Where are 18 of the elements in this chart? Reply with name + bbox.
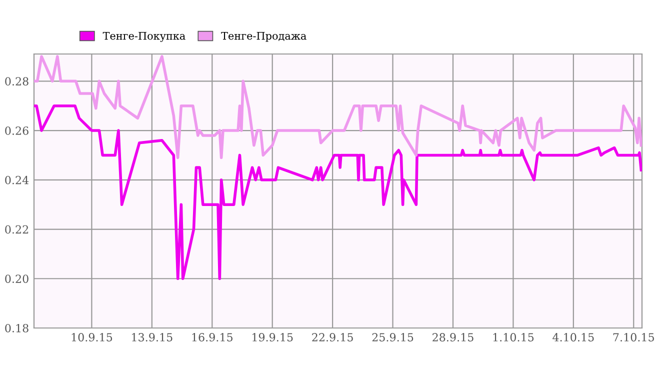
y-tick-label: 0.18 bbox=[5, 324, 28, 332]
x-tick-label: 28.9.15 bbox=[432, 333, 474, 342]
y-tick-label: 0.20 bbox=[5, 274, 28, 284]
legend-label: Тенге-Покупка bbox=[102, 32, 186, 42]
y-tick-label: 0.24 bbox=[5, 176, 29, 184]
y-tick-label: 0.26 bbox=[5, 126, 28, 135]
legend-label: Тенге-Продажа bbox=[221, 32, 306, 42]
y-tick-label: 0.22 bbox=[5, 225, 28, 234]
x-tick-label: 4.10.15 bbox=[552, 333, 594, 342]
x-tick-label: 1.10.15 bbox=[493, 333, 534, 342]
x-tick-label: 25.9.15 bbox=[372, 333, 414, 342]
y-tick-label: 0.28 bbox=[5, 77, 28, 86]
x-tick-label: 19.9.15 bbox=[252, 333, 293, 342]
x-tick-label: 7.10.15 bbox=[613, 333, 654, 342]
x-tick-label: 22.9.15 bbox=[312, 333, 353, 342]
x-tick-label: 16.9.15 bbox=[192, 333, 232, 342]
x-tick-label: 10.9.15 bbox=[72, 333, 112, 342]
x-tick-label: 13.9.15 bbox=[132, 333, 172, 342]
